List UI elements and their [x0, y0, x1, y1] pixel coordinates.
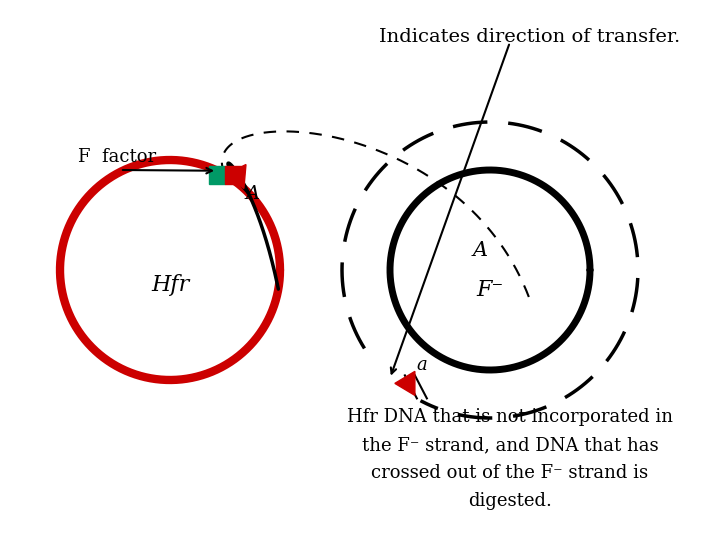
Text: crossed out of the F⁻ strand is: crossed out of the F⁻ strand is: [372, 464, 649, 482]
Bar: [209, 166, 225, 184]
Text: Indicates direction of transfer.: Indicates direction of transfer.: [379, 28, 680, 46]
Text: Hfr DNA that is not incorporated in: Hfr DNA that is not incorporated in: [347, 408, 673, 426]
Text: A: A: [472, 240, 487, 260]
Text: F  factor: F factor: [78, 148, 156, 166]
Polygon shape: [225, 165, 246, 188]
Text: a: a: [417, 356, 428, 374]
Text: the F⁻ strand, and DNA that has: the F⁻ strand, and DNA that has: [361, 436, 658, 454]
Text: A: A: [245, 185, 259, 202]
Bar: [225, 166, 241, 184]
Polygon shape: [395, 372, 415, 395]
Text: digested.: digested.: [468, 492, 552, 510]
Text: F⁻: F⁻: [477, 279, 503, 301]
Text: Hfr: Hfr: [151, 274, 189, 296]
